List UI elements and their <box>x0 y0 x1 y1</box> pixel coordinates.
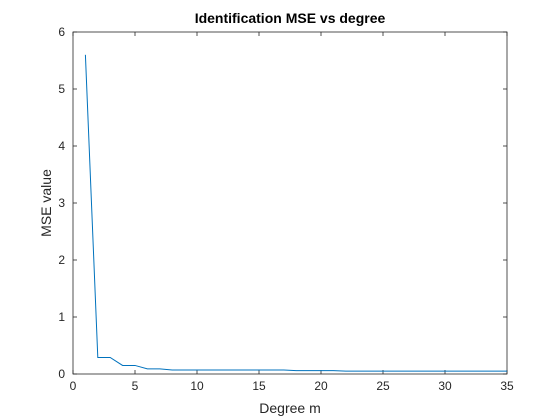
chart-title: Identification MSE vs degree <box>195 10 386 26</box>
y-axis: 0 1 2 3 4 5 6 <box>58 25 507 381</box>
x-tick-label: 10 <box>190 379 204 393</box>
y-axis-label: MSE value <box>38 169 54 237</box>
x-tick-label: 35 <box>500 379 514 393</box>
y-tick-label: 0 <box>58 367 65 381</box>
x-tick-label: 0 <box>70 379 77 393</box>
y-tick-label: 6 <box>58 25 65 39</box>
x-tick-label: 25 <box>376 379 390 393</box>
y-tick-label: 2 <box>58 253 65 267</box>
x-tick-label: 15 <box>252 379 266 393</box>
y-tick-label: 3 <box>58 196 65 210</box>
y-tick-label: 1 <box>58 310 65 324</box>
y-tick-label: 5 <box>58 82 65 96</box>
x-axis: 0 5 10 15 20 25 30 35 <box>70 32 514 393</box>
x-tick-label: 30 <box>438 379 452 393</box>
x-tick-label: 5 <box>132 379 139 393</box>
plot-area <box>72 31 508 375</box>
x-tick-label: 20 <box>314 379 328 393</box>
y-tick-label: 4 <box>58 139 65 153</box>
series-line <box>84 54 507 372</box>
x-axis-label: Degree m <box>259 400 320 416</box>
